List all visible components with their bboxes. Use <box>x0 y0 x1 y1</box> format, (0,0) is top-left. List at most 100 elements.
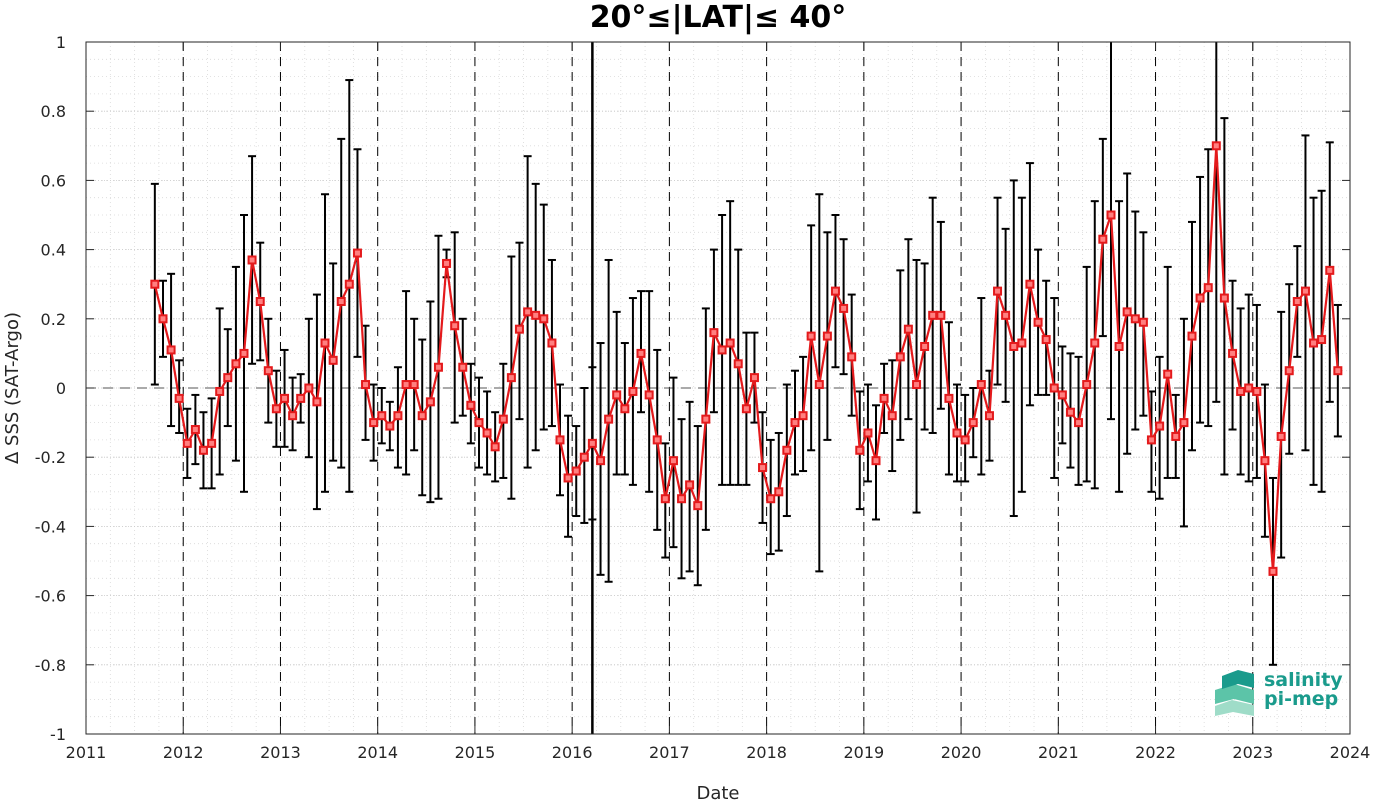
data-point-marker <box>498 414 508 424</box>
data-point-marker <box>263 366 273 376</box>
logo-text-line1: salinity <box>1264 669 1343 691</box>
data-point-marker <box>1001 310 1011 320</box>
data-point-marker <box>976 380 986 390</box>
data-point-marker <box>1082 380 1092 390</box>
data-point-marker <box>677 494 687 504</box>
data-point-marker <box>1260 456 1270 466</box>
x-axis-label: Date <box>696 783 739 801</box>
data-point-marker <box>912 380 922 390</box>
data-point-marker <box>1138 317 1148 327</box>
data-point-marker <box>1228 348 1238 358</box>
data-point-marker <box>1195 293 1205 303</box>
x-tick-label: 2020 <box>941 743 982 762</box>
data-point-marker <box>895 352 905 362</box>
data-point-marker <box>555 435 565 445</box>
data-point-marker <box>1017 338 1027 348</box>
x-tick-label: 2014 <box>357 743 398 762</box>
data-point-marker <box>571 466 581 476</box>
data-point-marker <box>150 279 160 289</box>
data-point-marker <box>863 428 873 438</box>
data-point-marker <box>547 338 557 348</box>
x-tick-label: 2018 <box>746 743 787 762</box>
data-point-marker <box>1211 141 1221 151</box>
data-point-marker <box>596 456 606 466</box>
data-point-marker <box>879 393 889 403</box>
data-point-marker <box>668 456 678 466</box>
data-point-marker <box>782 445 792 455</box>
data-point-marker <box>474 418 484 428</box>
data-point-marker <box>1098 234 1108 244</box>
data-point-marker <box>1057 390 1067 400</box>
data-point-marker <box>1187 331 1197 341</box>
y-tick-label: 0.4 <box>41 241 66 260</box>
data-point-marker <box>1252 386 1262 396</box>
data-point-marker <box>466 400 476 410</box>
data-point-marker <box>1236 386 1246 396</box>
data-point-marker <box>352 248 362 258</box>
data-point-marker <box>1009 341 1019 351</box>
data-point-marker <box>1090 338 1100 348</box>
data-point-marker <box>231 359 241 369</box>
data-point-marker <box>344 279 354 289</box>
chart-title: 20°≤|LAT|≤ 40° <box>590 0 847 35</box>
data-point-marker <box>1179 418 1189 428</box>
data-point-marker <box>993 286 1003 296</box>
data-point-marker <box>1203 283 1213 293</box>
data-point-marker <box>1276 431 1286 441</box>
data-point-marker <box>1155 421 1165 431</box>
data-point-marker <box>968 418 978 428</box>
data-point-marker <box>450 321 460 331</box>
data-point-marker <box>393 411 403 421</box>
data-point-marker <box>288 411 298 421</box>
y-tick-label: 1 <box>56 33 66 52</box>
data-point-marker <box>1025 279 1035 289</box>
data-point-marker <box>255 297 265 306</box>
data-point-marker <box>539 314 549 324</box>
x-tick-label: 2017 <box>649 743 690 762</box>
data-point-marker <box>839 303 849 313</box>
data-point-marker <box>336 297 346 306</box>
x-tick-label: 2015 <box>455 743 496 762</box>
data-point-marker <box>207 438 217 448</box>
data-point-marker <box>1163 369 1173 379</box>
y-tick-label: -1 <box>50 725 66 744</box>
data-point-marker <box>239 348 249 358</box>
x-tick-label: 2023 <box>1232 743 1273 762</box>
data-point-marker <box>1106 210 1116 220</box>
data-point-marker <box>960 435 970 445</box>
data-point-marker <box>701 414 711 424</box>
data-point-marker <box>1333 366 1343 376</box>
x-tick-label: 2012 <box>163 743 204 762</box>
data-point-marker <box>1130 314 1140 324</box>
data-point-marker <box>936 310 946 320</box>
data-point-marker <box>223 373 233 383</box>
data-point-marker <box>1049 383 1059 393</box>
data-point-marker <box>1074 418 1084 428</box>
data-point-marker <box>604 414 614 424</box>
data-point-marker <box>369 418 379 428</box>
y-tick-label: 0 <box>56 379 66 398</box>
data-point-marker <box>280 393 290 403</box>
y-tick-label: -0.6 <box>35 587 66 606</box>
data-point-marker <box>830 286 840 296</box>
data-point-marker <box>401 380 411 390</box>
data-point-marker <box>425 397 435 407</box>
logo-text-line2: pi-mep <box>1264 688 1338 710</box>
data-point-marker <box>1033 317 1043 327</box>
data-point-marker <box>215 386 225 396</box>
data-point-marker <box>182 438 192 448</box>
salinity-pi-mep-logo: salinity pi-mep <box>1215 669 1343 716</box>
data-point-marker <box>620 404 630 414</box>
data-point-marker <box>304 383 314 393</box>
data-point-marker <box>709 328 719 338</box>
data-point-marker <box>1325 265 1335 275</box>
data-point-marker <box>1219 293 1229 303</box>
data-point-marker <box>920 341 930 351</box>
data-point-marker <box>693 501 703 511</box>
y-tick-label: -0.2 <box>35 448 66 467</box>
data-point-marker <box>417 411 427 421</box>
data-point-marker <box>903 324 913 334</box>
data-point-marker <box>652 435 662 445</box>
data-point-marker <box>563 473 573 483</box>
